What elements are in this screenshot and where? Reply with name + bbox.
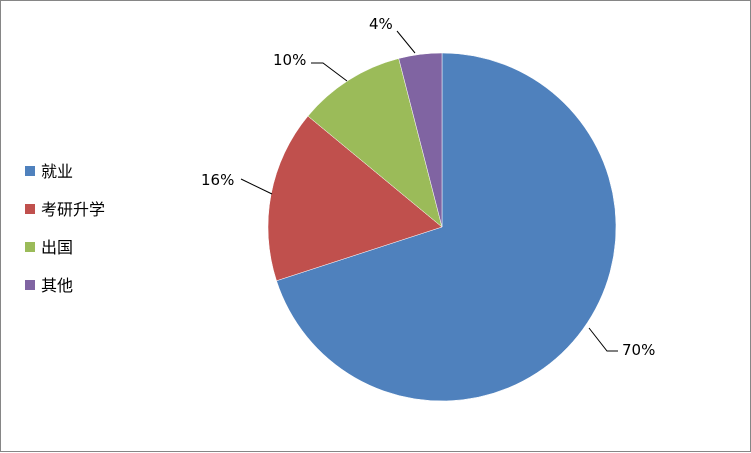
pie-slice	[276, 52, 617, 402]
data-label: 16%	[201, 171, 234, 189]
legend-swatch	[25, 166, 35, 176]
legend-label: 考研升学	[41, 200, 105, 219]
leader-line	[311, 62, 348, 82]
pie-slice	[307, 58, 443, 228]
pie-slice	[398, 52, 443, 228]
pie-slice	[267, 115, 443, 282]
data-label: 4%	[369, 15, 393, 33]
legend-label: 其他	[41, 276, 73, 295]
legend-label: 就业	[41, 162, 73, 181]
leader-line	[240, 178, 273, 195]
legend-swatch	[25, 204, 35, 214]
legend-swatch	[25, 280, 35, 290]
legend-swatch	[25, 242, 35, 252]
legend-label: 出国	[41, 238, 73, 257]
data-label: 10%	[273, 51, 306, 69]
leader-line	[588, 327, 618, 352]
data-label: 70%	[622, 341, 655, 359]
leader-line	[396, 30, 416, 54]
